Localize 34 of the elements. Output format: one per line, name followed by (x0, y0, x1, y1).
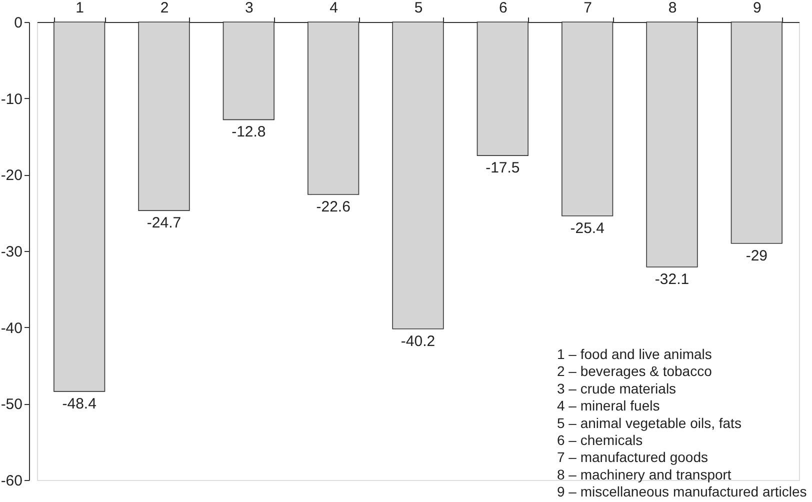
data-label: -17.5 (486, 160, 520, 177)
x-tick-label: 5 (414, 0, 423, 16)
y-tick-label: -10 (0, 90, 22, 108)
annotation: 7 – manufactured goods (557, 449, 708, 466)
data-label: -22.6 (316, 198, 350, 216)
y-tick-label: -40 (0, 320, 22, 337)
y-tick-label: 0 (14, 14, 22, 32)
annotation: 3 – crude materials (557, 380, 676, 396)
data-label: -12.8 (232, 124, 266, 141)
data-label: -24.7 (146, 214, 182, 232)
x-tick-label: 7 (584, 0, 592, 16)
x-tick-label: 8 (668, 0, 677, 16)
x-tick-label: 1 (76, 0, 84, 16)
x-tick-label: 2 (160, 0, 169, 16)
annotation: 8 – machinery and transport (557, 466, 732, 482)
x-tick-label: 6 (498, 0, 508, 16)
x-tick-label: 3 (244, 0, 254, 16)
data-label: -29 (746, 247, 768, 264)
x-tick-label: 9 (752, 0, 762, 16)
x-tick-label: 4 (330, 0, 338, 16)
y-tick-label: -20 (0, 167, 22, 184)
annotation: 6 – chemicals (557, 432, 643, 448)
text: 9 – miscellaneous manufactured articles (557, 484, 807, 500)
y-tick-label: -60 (0, 472, 22, 490)
annotation: 5 – animal vegetable oils, fats (557, 414, 742, 431)
y-tick-label: -30 (0, 244, 22, 260)
annotation: 2 – beverages & tobacco (557, 363, 712, 380)
annotation: 1 – food and live animals (557, 346, 712, 362)
y-tick-label: -50 (0, 396, 22, 414)
annotation: 4 – mineral fuels (557, 398, 660, 414)
data-label: -32.1 (654, 271, 690, 288)
data-label: -25.4 (570, 220, 604, 237)
data-label: -40.2 (400, 332, 436, 350)
data-label: -48.4 (62, 395, 96, 412)
